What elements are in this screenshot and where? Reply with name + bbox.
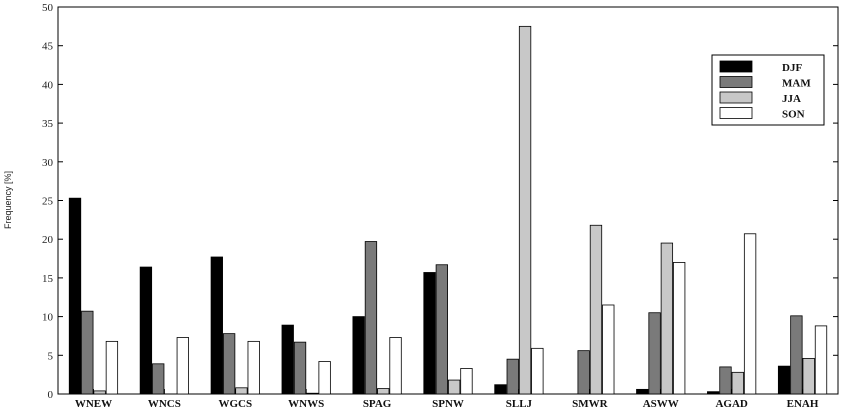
- bar-mam-smwr: [577, 350, 590, 395]
- bar-mam-wncs: [152, 363, 165, 395]
- x-tick-label: SLLJ: [506, 398, 533, 410]
- bar-djf-spnw: [423, 272, 436, 395]
- y-tick-label: 15: [42, 273, 54, 285]
- bar-jja-wnws: [306, 392, 319, 395]
- legend-label-djf: DJF: [782, 62, 802, 74]
- bar-mam-sllj: [506, 358, 519, 395]
- bar-mam-spnw: [435, 264, 449, 395]
- y-tick-label: 50: [42, 2, 54, 14]
- bar-djf-agad: [707, 391, 720, 395]
- x-axis: WNEW WNCS WGCS WNWS SPAG SPNW SLLJ SMWR ASWW AGAD…: [75, 389, 819, 410]
- y-tick-label: 25: [42, 196, 54, 208]
- legend-swatch-mam: [719, 76, 753, 88]
- legend: DJF MAM JJA SON: [711, 54, 825, 126]
- y-tick-label: 5: [48, 350, 54, 362]
- y-axis: 0 5 10 15 20 25 30 35 40 45 50: [42, 2, 838, 401]
- bar-mam-spag: [364, 241, 378, 395]
- y-tick-label: 45: [42, 41, 54, 53]
- bar-mam-enah: [790, 315, 803, 395]
- x-tick-label: WNCS: [148, 398, 181, 410]
- bar-djf-spag: [352, 316, 365, 395]
- x-tick-label: WGCS: [218, 398, 252, 410]
- y-tick-label: 35: [42, 118, 54, 130]
- x-tick-label: SMWR: [572, 398, 609, 410]
- y-tick-label: 10: [42, 312, 54, 324]
- bar-jja-sllj: [518, 25, 532, 395]
- bar-son-agad: [743, 233, 757, 395]
- bar-mam-asww: [648, 312, 661, 395]
- bar-mam-wnws: [293, 341, 307, 395]
- bar-jja-enah: [802, 357, 815, 395]
- y-axis-label: Frequency [%]: [3, 171, 13, 229]
- x-tick-label: AGAD: [715, 398, 747, 410]
- legend-label-mam: MAM: [782, 78, 811, 90]
- bar-mam-wnew: [81, 310, 94, 395]
- bar-son-sllj: [531, 347, 544, 395]
- legend-swatch-son: [719, 107, 753, 119]
- y-tick-label: 0: [48, 389, 54, 401]
- x-tick-label: SPNW: [432, 398, 464, 410]
- bar-son-wgcs: [247, 340, 260, 395]
- bar-jja-spnw: [447, 379, 461, 395]
- bar-mam-wgcs: [222, 333, 236, 395]
- bar-jja-wgcs: [235, 387, 248, 395]
- bar-djf-wgcs: [210, 256, 223, 395]
- bar-son-smwr: [602, 304, 615, 395]
- x-tick-label: ENAH: [787, 398, 819, 410]
- bar-djf-enah: [777, 365, 791, 395]
- bar-jja-agad: [731, 371, 744, 395]
- bars: [68, 25, 828, 395]
- bar-jja-wnew: [93, 390, 106, 395]
- bar-son-spag: [389, 337, 402, 395]
- legend-swatch-djf: [719, 60, 753, 73]
- bar-djf-sllj: [494, 384, 507, 395]
- y-tick-label: 20: [42, 234, 54, 246]
- bar-jja-spag: [377, 388, 390, 395]
- x-tick-label: WNEW: [75, 398, 112, 410]
- bar-son-enah: [814, 325, 828, 395]
- bar-jja-asww: [660, 242, 674, 395]
- bar-mam-agad: [719, 366, 732, 395]
- bar-djf-wncs: [139, 266, 153, 395]
- bar-djf-wnew: [68, 197, 82, 395]
- bar-son-spnw: [460, 368, 473, 395]
- bar-son-wnws: [318, 361, 331, 395]
- y-tick-label: 40: [42, 79, 54, 91]
- bar-djf-wnws: [281, 324, 294, 395]
- bar-djf-asww: [636, 388, 649, 395]
- legend-label-jja: JJA: [782, 93, 801, 105]
- bar-jja-smwr: [589, 224, 603, 395]
- legend-swatch-jja: [719, 91, 753, 104]
- x-tick-label: WNWS: [288, 398, 324, 410]
- bar-son-wnew: [105, 340, 119, 395]
- x-tick-label: SPAG: [363, 398, 392, 410]
- x-tick-label: ASWW: [643, 398, 679, 410]
- bar-son-asww: [673, 262, 686, 395]
- legend-label-son: SON: [782, 109, 805, 121]
- y-tick-label: 30: [42, 157, 54, 169]
- bar-son-wncs: [176, 337, 189, 395]
